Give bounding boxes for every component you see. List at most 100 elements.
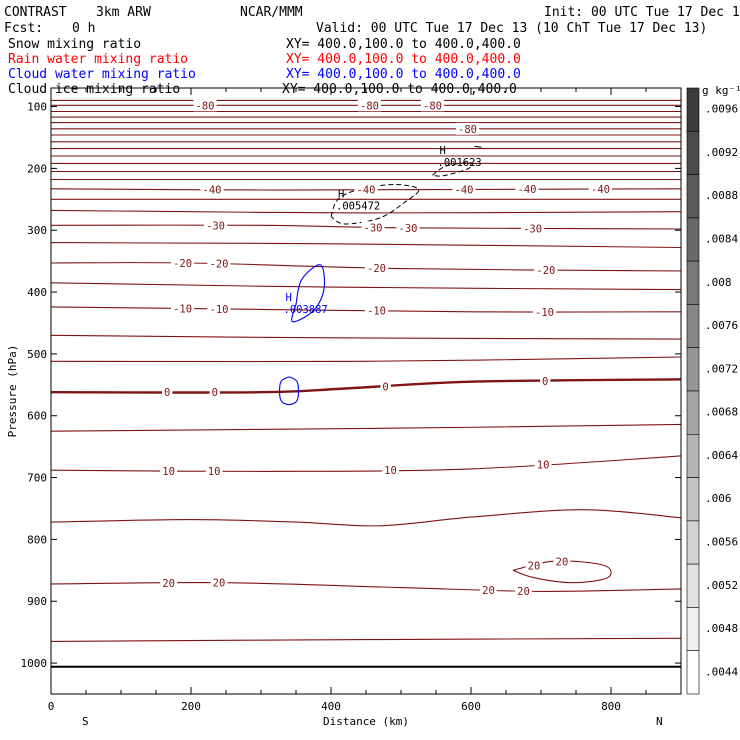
colorbar-unit: g kg⁻¹	[702, 84, 740, 97]
colorbar-label: .008	[705, 276, 732, 289]
contour-label: 0	[164, 387, 170, 399]
field-name-snow: Snow mixing ratio	[8, 37, 141, 52]
contour-label: -20	[210, 259, 229, 271]
contour-line	[50, 242, 682, 249]
plot-frame	[50, 87, 682, 695]
contour-label: 0	[212, 387, 218, 399]
contour-line	[50, 209, 682, 214]
colorbar-segment	[686, 520, 700, 565]
contour-line	[50, 224, 682, 230]
contour-label-bg	[160, 464, 177, 477]
contour-label-bg	[160, 577, 177, 590]
fcst-label: Fcst:	[4, 21, 43, 36]
colorbar-label: .0052	[705, 579, 738, 592]
x-axis-right-end-label: N	[656, 715, 663, 728]
contour-label-bg	[452, 183, 476, 196]
contour-label-bg	[203, 219, 228, 232]
maximum-marker: H	[286, 292, 292, 304]
contour-label: -20	[173, 258, 192, 270]
contour-label: 10	[384, 465, 397, 477]
colorbar-segment	[686, 131, 700, 175]
contour-label: 0	[382, 381, 388, 393]
contour-label-bg	[207, 302, 231, 315]
colorbar-label: .0092	[705, 146, 738, 159]
x-tick-label: 0	[48, 700, 55, 713]
fcst-value: 0 h	[72, 21, 95, 36]
x-tick-label: 400	[321, 700, 341, 713]
colorbar-label: .0084	[705, 233, 738, 246]
x-tick-label: 200	[181, 700, 201, 713]
contour-line	[50, 282, 682, 291]
contour-label-bg	[209, 386, 220, 399]
contour-label-bg	[354, 183, 378, 196]
contour-label: -40	[518, 184, 537, 196]
contour-line	[50, 455, 682, 472]
maximum-value: .005472	[336, 200, 380, 212]
contour-label: -20	[367, 263, 386, 275]
cloud-water-contours	[279, 264, 326, 406]
contour-labels: -80 -80 -80 -80 -40 -40 -40 -40 -40 -30 -30 -30 -30 -…	[160, 99, 613, 598]
y-tick-label: 800	[27, 533, 47, 546]
contour-label-bg	[171, 302, 195, 315]
contour-label-bg	[525, 559, 543, 572]
x-tick-label: 600	[461, 700, 481, 713]
contour-label-bg	[534, 263, 558, 276]
colorbar-segment	[686, 304, 700, 348]
contour-label-bg	[540, 374, 551, 387]
contour-label-bg	[588, 183, 613, 195]
contour-label-bg	[364, 304, 389, 317]
contour-line	[50, 378, 682, 394]
contour-line	[50, 582, 682, 592]
colorbar-label: .0096	[705, 103, 738, 116]
contour-label-bg	[361, 221, 385, 234]
contour-label: -30	[364, 222, 383, 234]
contour-line	[50, 334, 682, 340]
contour-label-bg	[532, 305, 557, 318]
contour-label-bg	[207, 257, 231, 270]
contour-line	[50, 509, 682, 527]
snow-contour	[330, 183, 420, 225]
x-axis-left-end-label: S	[82, 715, 89, 728]
contour-label: -40	[455, 184, 474, 196]
y-tick-label: 600	[27, 410, 47, 423]
contour-line	[50, 423, 682, 432]
contour-label: 10	[537, 460, 550, 472]
field-name-cloud-water: Cloud water mixing ratio	[8, 67, 196, 82]
contour-label: -40	[357, 185, 376, 197]
contour-label: -10	[210, 304, 229, 316]
maximum-marker: H	[440, 145, 446, 157]
y-tick-label: 1000	[21, 657, 48, 670]
contour-label-bg	[480, 584, 497, 596]
y-tick-label: 700	[27, 472, 47, 485]
contour-label: -30	[399, 223, 418, 235]
y-tick-label: 200	[27, 162, 47, 175]
colorbar-label: .0044	[705, 665, 738, 678]
contour-label: -10	[535, 307, 554, 319]
experiment-title: CONTRAST	[4, 5, 67, 20]
contour-label-bg	[171, 257, 195, 269]
valid-time: Valid: 00 UTC Tue 17 Dec 13 (10 ChT Tue …	[316, 21, 707, 36]
field-xy-rain: XY= 400.0,100.0 to 400.0,400.0	[286, 52, 521, 67]
contour-label: 20	[528, 561, 541, 573]
contour-label-bg	[380, 380, 391, 393]
colorbar-label: .0048	[705, 622, 738, 635]
contour-label-bg	[193, 99, 217, 112]
contour-label-bg	[364, 261, 389, 274]
init-time: Init: 00 UTC Tue 17 Dec 13	[544, 5, 740, 20]
contour-label: -80	[458, 124, 477, 136]
field-xy-cloud-ice: XY= 400.0,100.0 to 400.0,400.0	[282, 82, 517, 97]
contour-label-bg	[534, 458, 552, 471]
colorbar-segment	[686, 217, 700, 262]
contour-line	[50, 356, 682, 363]
field-name-cloud-ice: Cloud ice mixing ratio	[8, 82, 180, 97]
contour-label: -40	[591, 184, 610, 196]
contour-label-bg	[382, 463, 399, 476]
contour-label-bg	[396, 221, 420, 234]
contour-label: -80	[360, 100, 379, 112]
contour-label: 20	[517, 586, 530, 598]
model-title: 3km ARW	[96, 5, 151, 20]
contour-line	[50, 637, 682, 642]
